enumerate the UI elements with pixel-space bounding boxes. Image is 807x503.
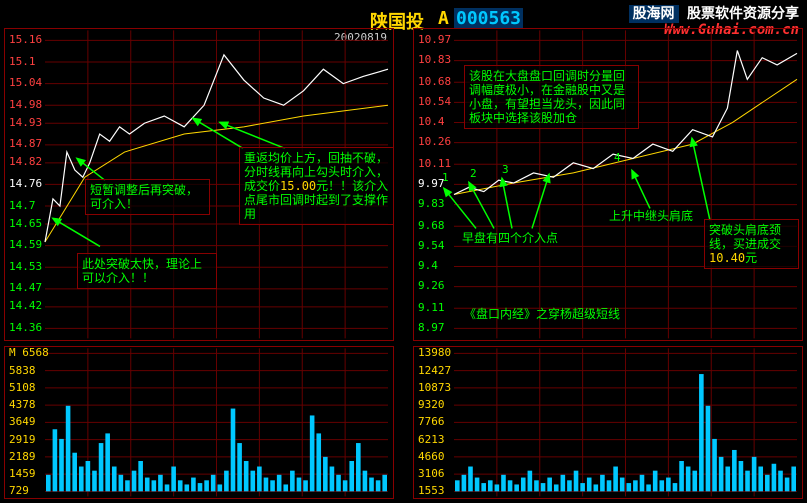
price-ytick: 14.59 — [9, 239, 42, 250]
vol-ytick: 4378 — [9, 399, 36, 410]
vol-ytick: 5838 — [9, 365, 36, 376]
vol-ytick: 10873 — [418, 382, 451, 393]
annotation: 重返均价上方，回抽不破，分时线再向上勾头时介入，成交价15.00元！！该介入点尾… — [239, 147, 394, 225]
right-vol-area[interactable]: 13980 12427 10873 9320 7766 6213 4660 3106 1553 — [413, 346, 803, 499]
price-ytick: 15.16 — [9, 34, 42, 45]
right-panel: 10.97 10.83 10.68 10.54 10.4 10.26 10.11 9.97 9.… — [413, 28, 803, 499]
price-ytick: 9.11 — [418, 302, 445, 313]
price-ytick: 10.97 — [418, 34, 451, 45]
annotation: 该股在大盘盘口回调时分量回调幅度极小，在金融股中又是小盘，有望担当龙头，因此同板… — [464, 65, 639, 129]
vol-ytick: 1459 — [9, 468, 36, 479]
right-vol-svg — [414, 347, 802, 498]
annotation: 短暂调整后再突破，可介入！ — [85, 179, 210, 215]
entry-point-label: 1 — [442, 171, 449, 184]
price-ytick: 10.4 — [418, 116, 445, 127]
price-ytick: 14.98 — [9, 99, 42, 110]
price-ytick: 14.47 — [9, 282, 42, 293]
price-ytick: 10.11 — [418, 158, 451, 169]
entry-point-label: 4 — [614, 151, 621, 164]
price-ytick: 14.65 — [9, 218, 42, 229]
price-ytick: 10.26 — [418, 136, 451, 147]
vol-ytick: 2919 — [9, 434, 36, 445]
price-ytick: 14.7 — [9, 200, 36, 211]
vol-ytick: 729 — [9, 485, 29, 496]
stock-code: 000563 — [454, 8, 523, 29]
code-prefix: A — [438, 8, 449, 29]
price-ytick: 14.42 — [9, 300, 42, 311]
vol-ytick: 13980 — [418, 347, 451, 358]
annotation: 《盘口内经》之穿杨超级短线 — [464, 307, 620, 321]
vol-ytick: 6213 — [418, 434, 445, 445]
price-ytick: 14.53 — [9, 261, 42, 272]
left-vol-svg — [5, 347, 393, 498]
left-price-area[interactable]: 20020819 15.1615.115.0414.9814.9314.8714… — [4, 28, 394, 341]
price-ytick: 15.04 — [9, 77, 42, 88]
price-ytick: 14.93 — [9, 117, 42, 128]
price-ytick: 9.54 — [418, 240, 445, 251]
vol-ytick: 3649 — [9, 416, 36, 427]
price-ytick: 14.87 — [9, 138, 42, 149]
vol-ytick: 5108 — [9, 382, 36, 393]
vol-ytick: 12427 — [418, 365, 451, 376]
price-ytick: 10.54 — [418, 96, 451, 107]
price-ytick: 14.82 — [9, 156, 42, 167]
price-ytick: 10.83 — [418, 54, 451, 65]
annotation: 突破头肩底颈线，买进成交10.40元 — [704, 219, 799, 269]
watermark-label1: 股海网 — [629, 5, 679, 23]
annotation: 此处突破太快，理论上可以介入！！ — [77, 253, 217, 289]
vol-ytick: 1553 — [418, 485, 445, 496]
left-panel: 20020819 15.1615.115.0414.9814.9314.8714… — [4, 28, 394, 499]
price-ytick: 8.97 — [418, 322, 445, 333]
price-ytick: 9.26 — [418, 280, 445, 291]
annotation: 早盘有四个介入点 — [462, 231, 558, 245]
price-ytick: 9.68 — [418, 220, 445, 231]
right-price-area[interactable]: 10.97 10.83 10.68 10.54 10.4 10.26 10.11 9.97 9.… — [413, 28, 803, 341]
vol-ytick: 4660 — [418, 451, 445, 462]
vol-ytick: M 6568 — [9, 347, 49, 358]
price-ytick: 14.76 — [9, 178, 42, 189]
price-ytick: 9.83 — [418, 198, 445, 209]
price-ytick: 10.68 — [418, 76, 451, 87]
vol-ytick: 2189 — [9, 451, 36, 462]
left-vol-area[interactable]: M 6568 5838 5108 4378 3649 2919 2189 1459 729 — [4, 346, 394, 499]
header: 陕国投 A 000563 股海网 股票软件资源分享 Www.Guhai.com.… — [0, 4, 807, 26]
entry-point-label: 2 — [470, 167, 477, 180]
price-ytick: 9.4 — [418, 260, 438, 271]
vol-ytick: 9320 — [418, 399, 445, 410]
price-ytick: 14.36 — [9, 322, 42, 333]
watermark-label2: 股票软件资源分享 — [687, 6, 799, 22]
annotation: 上升中继头肩底 — [609, 209, 693, 223]
vol-ytick: 3106 — [418, 468, 445, 479]
price-ytick: 9.97 — [418, 178, 445, 189]
entry-point-label: 3 — [502, 163, 509, 176]
vol-ytick: 7766 — [418, 416, 445, 427]
price-ytick: 15.1 — [9, 56, 36, 67]
